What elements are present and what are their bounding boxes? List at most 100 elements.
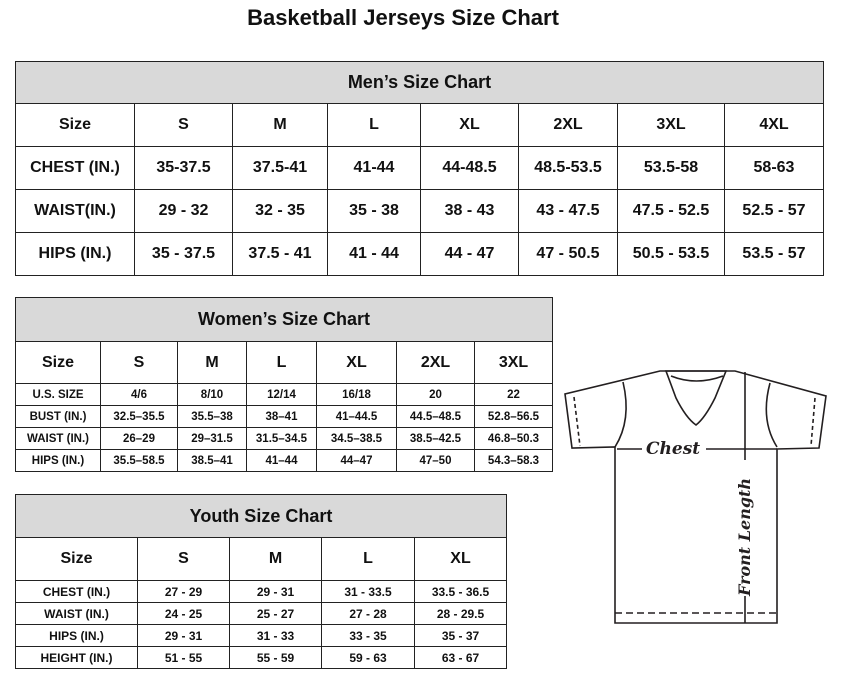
table-cell: 31.5–34.5 xyxy=(246,427,317,450)
table-cell: 33.5 - 36.5 xyxy=(413,580,508,603)
table-cell: 35 - 37 xyxy=(413,624,508,647)
table-cell: 52.8–56.5 xyxy=(473,405,554,428)
table-cell: 58-63 xyxy=(724,146,824,190)
table-cell: 38–41 xyxy=(246,405,317,428)
column-header: M xyxy=(229,537,322,581)
column-header: 2XL xyxy=(518,103,618,147)
column-header: M xyxy=(232,103,328,147)
table-cell: 38.5–42.5 xyxy=(396,427,475,450)
table-title: Women’s Size Chart xyxy=(14,297,554,342)
table-cell: 35 - 38 xyxy=(327,189,421,233)
table-cell: 12/14 xyxy=(246,383,317,406)
table-row: CHEST (IN.) 27 - 29 29 - 31 31 - 33.5 33.5 -… xyxy=(15,580,508,603)
table-row: HIPS (IN.) 35 - 37.5 37.5 - 41 41 - 44 44 - … xyxy=(15,232,824,276)
column-header: Size xyxy=(15,341,101,384)
table-cell: 41–44 xyxy=(246,449,317,472)
table-cell: 37.5 - 41 xyxy=(232,232,328,276)
table-cell: 51 - 55 xyxy=(137,646,230,669)
table-cell: 63 - 67 xyxy=(413,646,508,669)
row-label: HEIGHT (IN.) xyxy=(15,646,138,669)
table-row: CHEST (IN.) 35-37.5 37.5-41 41-44 44-48.5 48.… xyxy=(15,146,824,190)
row-label: U.S. SIZE xyxy=(15,383,101,406)
table-cell: 31 - 33.5 xyxy=(321,580,415,603)
table-cell: 44 - 47 xyxy=(420,232,519,276)
column-header: L xyxy=(246,341,317,384)
column-header: 4XL xyxy=(724,103,824,147)
table-cell: 26–29 xyxy=(100,427,178,450)
column-header: S xyxy=(137,537,230,581)
table-cell: 47.5 - 52.5 xyxy=(617,189,725,233)
column-header: S xyxy=(100,341,178,384)
table-cell: 53.5-58 xyxy=(617,146,725,190)
chest-label: Chest xyxy=(646,439,700,459)
table-cell: 38.5–41 xyxy=(177,449,247,472)
table-cell: 32.5–35.5 xyxy=(100,405,178,428)
column-header: Size xyxy=(15,103,135,147)
table-title: Men’s Size Chart xyxy=(15,61,824,104)
table-row: WAIST (IN.) 26–29 29–31.5 31.5–34.5 34.5–38.… xyxy=(15,427,554,450)
row-label: WAIST (IN.) xyxy=(15,602,138,625)
table-row: WAIST (IN.) 24 - 25 25 - 27 27 - 28 28 - 29.… xyxy=(15,602,508,625)
table-cell: 24 - 25 xyxy=(137,602,230,625)
row-label: CHEST (IN.) xyxy=(15,580,138,603)
table-row: HIPS (IN.) 35.5–58.5 38.5–41 41–44 44–47 47–5… xyxy=(15,449,554,472)
table-row: WAIST(IN.) 29 - 32 32 - 35 35 - 38 38 - 43 43… xyxy=(15,189,824,233)
table-cell: 41–44.5 xyxy=(316,405,397,428)
row-label: WAIST (IN.) xyxy=(15,427,101,450)
mens-size-table: Men’s Size Chart Size S M L XL 2XL 3XL 4XL CHEST … xyxy=(15,61,824,276)
table-cell: 55 - 59 xyxy=(229,646,322,669)
header-row: Size S M L XL 2XL 3XL 4XL xyxy=(15,103,824,147)
table-cell: 27 - 28 xyxy=(321,602,415,625)
column-header: Size xyxy=(15,537,138,581)
row-label: HIPS (IN.) xyxy=(15,624,138,647)
column-header: 3XL xyxy=(473,341,554,384)
column-header: XL xyxy=(413,537,508,581)
header-row: Size S M L XL xyxy=(15,537,508,581)
column-header: S xyxy=(134,103,233,147)
table-cell: 59 - 63 xyxy=(321,646,415,669)
table-cell: 29 - 31 xyxy=(137,624,230,647)
table-cell: 47 - 50.5 xyxy=(518,232,618,276)
table-cell: 52.5 - 57 xyxy=(724,189,824,233)
table-cell: 31 - 33 xyxy=(229,624,322,647)
table-cell: 46.8–50.3 xyxy=(473,427,554,450)
table-cell: 16/18 xyxy=(316,383,397,406)
table-cell: 44-48.5 xyxy=(420,146,519,190)
table-cell: 29–31.5 xyxy=(177,427,247,450)
table-cell: 41 - 44 xyxy=(327,232,421,276)
table-cell: 22 xyxy=(473,383,554,406)
header-row: Size S M L XL 2XL 3XL xyxy=(15,341,554,384)
table-cell: 48.5-53.5 xyxy=(518,146,618,190)
table-cell: 4/6 xyxy=(100,383,178,406)
table-cell: 41-44 xyxy=(327,146,421,190)
table-row: HIPS (IN.) 29 - 31 31 - 33 33 - 35 35 - 37 xyxy=(15,624,508,647)
row-label: HIPS (IN.) xyxy=(15,232,135,276)
jersey-outline xyxy=(564,370,827,624)
table-cell: 35.5–38 xyxy=(177,405,247,428)
table-cell: 32 - 35 xyxy=(232,189,328,233)
table-cell: 34.5–38.5 xyxy=(316,427,397,450)
front-length-label: Front Length xyxy=(735,478,754,597)
column-header: 2XL xyxy=(396,341,475,384)
table-cell: 27 - 29 xyxy=(137,580,230,603)
table-cell: 44.5–48.5 xyxy=(396,405,475,428)
table-cell: 54.3–58.3 xyxy=(473,449,554,472)
table-cell: 35.5–58.5 xyxy=(100,449,178,472)
table-cell: 28 - 29.5 xyxy=(413,602,508,625)
table-cell: 20 xyxy=(396,383,475,406)
table-cell: 29 - 31 xyxy=(229,580,322,603)
column-header: XL xyxy=(316,341,397,384)
table-cell: 47–50 xyxy=(396,449,475,472)
table-cell: 25 - 27 xyxy=(229,602,322,625)
table-cell: 37.5-41 xyxy=(232,146,328,190)
row-label: WAIST(IN.) xyxy=(15,189,135,233)
row-label: HIPS (IN.) xyxy=(15,449,101,472)
youth-size-table: Youth Size Chart Size S M L XL CHEST (IN.) 27 -… xyxy=(14,494,508,669)
table-cell: 29 - 32 xyxy=(134,189,233,233)
womens-size-table: Women’s Size Chart Size S M L XL 2XL 3XL U.S. SI… xyxy=(14,297,554,472)
table-cell: 33 - 35 xyxy=(321,624,415,647)
table-cell: 8/10 xyxy=(177,383,247,406)
table-row: BUST (IN.) 32.5–35.5 35.5–38 38–41 41–44.5 44… xyxy=(15,405,554,428)
table-cell: 43 - 47.5 xyxy=(518,189,618,233)
table-title: Youth Size Chart xyxy=(14,494,508,538)
